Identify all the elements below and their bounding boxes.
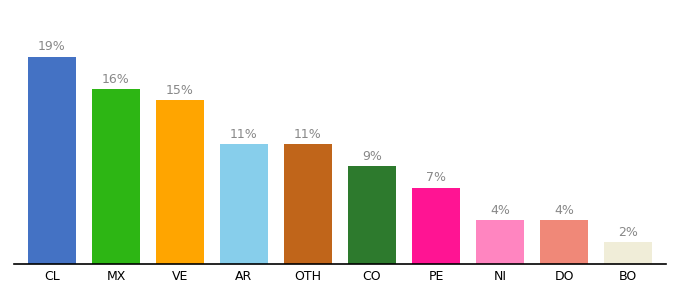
Bar bbox=[412, 188, 460, 264]
Text: 2%: 2% bbox=[618, 226, 638, 239]
Bar bbox=[540, 220, 588, 264]
Text: 16%: 16% bbox=[102, 73, 130, 86]
Text: 7%: 7% bbox=[426, 171, 446, 184]
Bar bbox=[604, 242, 652, 264]
Text: 9%: 9% bbox=[362, 149, 382, 163]
Bar bbox=[220, 144, 268, 264]
Text: 11%: 11% bbox=[294, 128, 322, 141]
Bar bbox=[348, 166, 396, 264]
Text: 4%: 4% bbox=[554, 204, 574, 217]
Text: 19%: 19% bbox=[38, 40, 66, 53]
Bar bbox=[156, 100, 204, 264]
Bar bbox=[92, 89, 140, 264]
Text: 4%: 4% bbox=[490, 204, 510, 217]
Bar bbox=[284, 144, 332, 264]
Text: 15%: 15% bbox=[166, 84, 194, 97]
Text: 11%: 11% bbox=[230, 128, 258, 141]
Bar bbox=[476, 220, 524, 264]
Bar bbox=[28, 57, 76, 264]
